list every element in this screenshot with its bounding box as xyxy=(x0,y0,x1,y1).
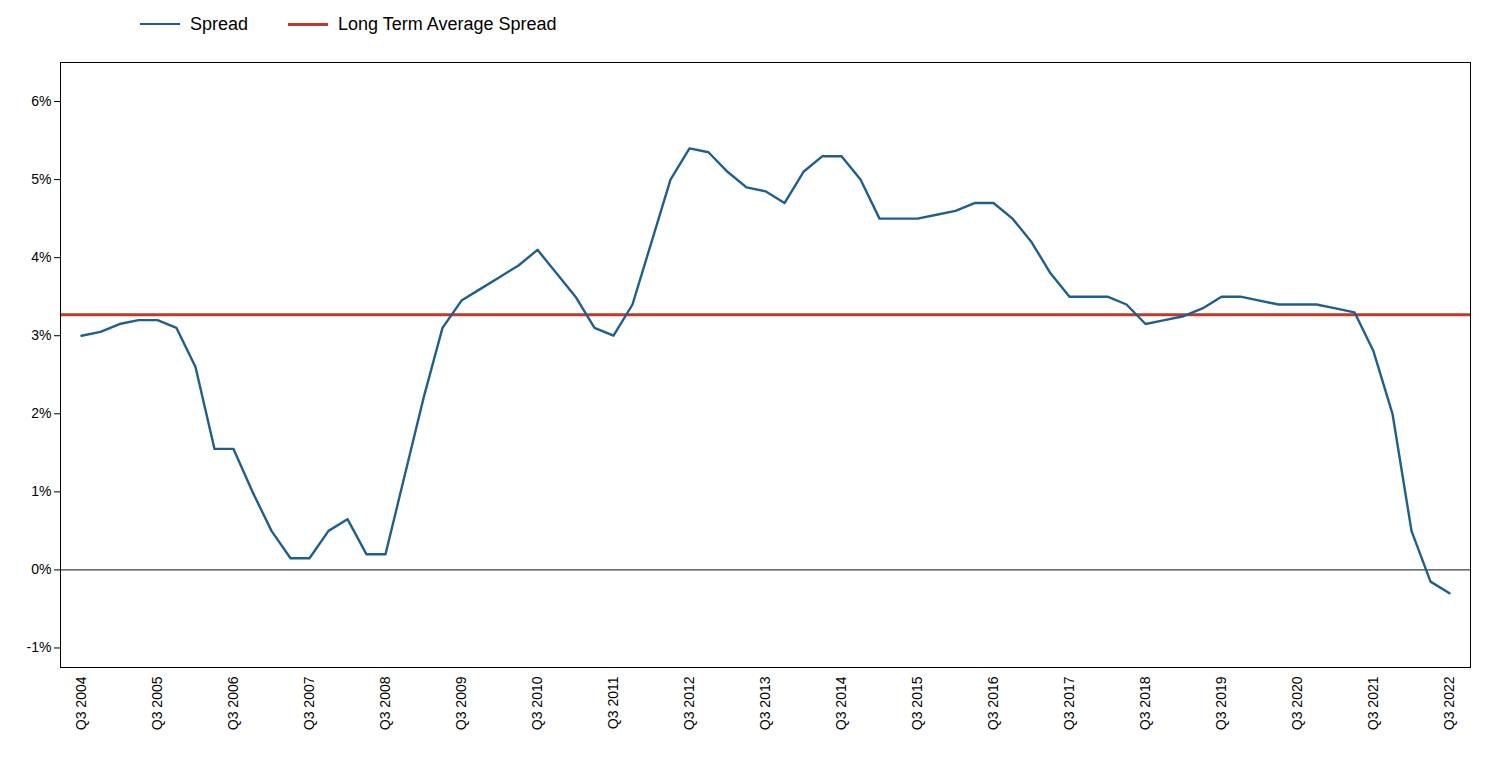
svg-text:Q3 2011: Q3 2011 xyxy=(605,676,621,729)
svg-text:Q3 2015: Q3 2015 xyxy=(909,676,925,730)
svg-text:Q3 2019: Q3 2019 xyxy=(1213,676,1229,730)
svg-text:Q3 2021: Q3 2021 xyxy=(1365,676,1381,730)
svg-text:Q3 2013: Q3 2013 xyxy=(757,676,773,730)
svg-text:Q3 2010: Q3 2010 xyxy=(529,676,545,730)
svg-text:Q3 2007: Q3 2007 xyxy=(301,676,317,730)
svg-text:Q3 2022: Q3 2022 xyxy=(1441,676,1457,730)
svg-text:Q3 2009: Q3 2009 xyxy=(453,676,469,730)
svg-text:-1%: -1% xyxy=(27,639,52,655)
html-text:Long Term Average Spread: Long Term Average Spread xyxy=(338,13,557,34)
svg-text:5%: 5% xyxy=(31,171,51,187)
svg-text:Q3 2014: Q3 2014 xyxy=(833,676,849,730)
svg-text:Q3 2020: Q3 2020 xyxy=(1289,676,1305,730)
svg-text:6%: 6% xyxy=(31,93,51,109)
svg-text:Q3 2012: Q3 2012 xyxy=(681,676,697,730)
svg-text:Q3 2016: Q3 2016 xyxy=(985,676,1001,730)
svg-text:Q3 2004: Q3 2004 xyxy=(73,676,89,730)
svg-text:4%: 4% xyxy=(31,249,51,265)
svg-text:1%: 1% xyxy=(31,483,51,499)
svg-text:Q3 2006: Q3 2006 xyxy=(225,676,241,730)
svg-text:3%: 3% xyxy=(31,327,51,343)
svg-text:Q3 2018: Q3 2018 xyxy=(1137,676,1153,730)
html-text:Spread: Spread xyxy=(190,13,248,34)
svg-text:Q3 2008: Q3 2008 xyxy=(377,676,393,730)
svg-text:0%: 0% xyxy=(31,561,51,577)
svg-text:Q3 2017: Q3 2017 xyxy=(1061,676,1077,730)
svg-text:Q3 2005: Q3 2005 xyxy=(149,676,165,730)
svg-text:2%: 2% xyxy=(31,405,51,421)
